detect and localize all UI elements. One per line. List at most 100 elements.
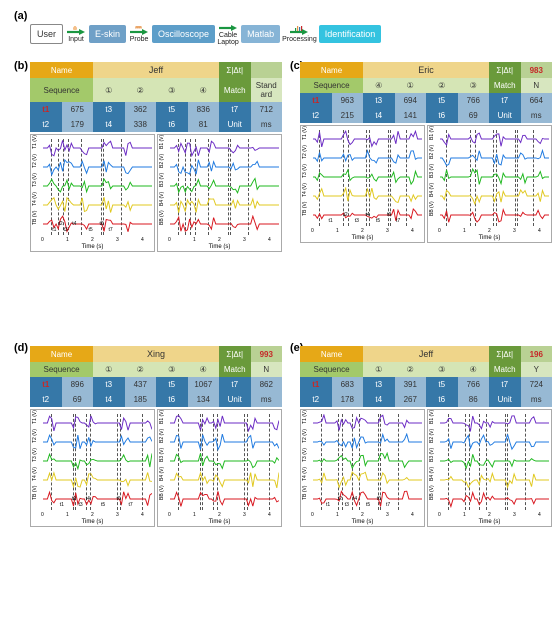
xtick: 0 (438, 512, 441, 518)
cell: Jeff (93, 62, 219, 78)
cell: 694 (395, 93, 427, 108)
trace-0 (313, 130, 422, 148)
cell: t1 (30, 102, 62, 117)
ylabel: T3 (V) (32, 173, 38, 187)
trace-4 (170, 490, 279, 508)
cell: ④ (363, 78, 395, 93)
xlabel: Time (s) (31, 519, 154, 525)
ylabel: T1 (V) (32, 135, 38, 149)
ylabel: B3 (V) (159, 173, 165, 187)
ylabel: B2 (V) (429, 429, 435, 443)
cell: Unit (489, 392, 521, 407)
flow-arrow-3: Processing (282, 26, 317, 43)
xlabel: Time (s) (301, 235, 424, 241)
cell: 1067 (188, 377, 220, 392)
ylabel: T1 (V) (302, 126, 308, 140)
cell: t2 (300, 108, 332, 123)
cell: 362 (125, 102, 157, 117)
trace-1 (43, 158, 152, 176)
t-label: t4 (353, 496, 357, 502)
t-label: t7 (109, 227, 113, 233)
trace-3 (170, 196, 279, 214)
t-label: t2 (338, 496, 342, 502)
xtick: 2 (91, 512, 94, 518)
xtick: 4 (268, 237, 271, 243)
trace-2 (313, 452, 422, 470)
trace-2 (440, 452, 549, 470)
cell: 86 (458, 392, 490, 407)
xtick: 3 (513, 228, 516, 234)
ylabel: B1 (V) (429, 410, 435, 424)
xtick: 3 (243, 512, 246, 518)
cell: t2 (300, 392, 332, 407)
cell: ③ (156, 78, 188, 102)
xtick: 0 (311, 512, 314, 518)
trace-1 (43, 433, 152, 451)
xlabel: Time (s) (158, 244, 281, 250)
cell: t5 (156, 377, 188, 392)
cell: ③ (426, 362, 458, 377)
ylabel: T3 (V) (302, 164, 308, 178)
t-label: t7 (129, 502, 133, 508)
xtick: 2 (361, 512, 364, 518)
cell: 766 (458, 377, 490, 392)
cell: 862 (251, 377, 283, 392)
t-label: t6 (117, 496, 121, 502)
t-label: t3 (64, 227, 68, 233)
ylabel: BB (V) (429, 201, 435, 216)
cell: Sequence (30, 78, 93, 102)
ylabel: B1 (V) (429, 126, 435, 140)
flow-box-e-skin: E-skin (89, 25, 126, 43)
trace-2 (170, 452, 279, 470)
t-label: t5 (366, 502, 370, 508)
cell: t3 (93, 102, 125, 117)
xlabel: Time (s) (428, 235, 551, 241)
xtick: 4 (141, 512, 144, 518)
cell: Match (219, 78, 251, 102)
cell: Σ|Δt| (489, 346, 521, 362)
chart-pair: T1 (V)T2 (V)T3 (V)T4 (V)TB (V)t1t2t3t4t5… (30, 134, 282, 252)
flow-box-oscilloscope: Oscilloscope (152, 25, 215, 43)
t-label: t3 (345, 502, 349, 508)
data-table: NameXingΣ|Δt|993Sequence①②③④MatchNt1896t… (30, 346, 282, 407)
cell: Unit (219, 392, 251, 407)
trace-3 (440, 471, 549, 489)
cell: 983 (521, 62, 553, 78)
cell: 196 (521, 346, 553, 362)
t-label: t1 (329, 218, 333, 224)
chart-0: T1 (V)T2 (V)T3 (V)T4 (V)TB (V)t1t2t3t4t5… (300, 125, 425, 243)
cell: 437 (125, 377, 157, 392)
t-label: t5 (376, 218, 380, 224)
cell: Σ|Δt| (219, 62, 251, 78)
xtick: 4 (538, 512, 541, 518)
ylabel: TB (V) (302, 486, 308, 500)
ylabel: B3 (V) (429, 164, 435, 178)
ylabel: T2 (V) (32, 154, 38, 168)
cell: Jeff (363, 346, 489, 362)
trace-4 (170, 215, 279, 233)
cell: t5 (156, 102, 188, 117)
cell: 185 (125, 392, 157, 407)
xtick: 3 (386, 512, 389, 518)
cell: 141 (395, 108, 427, 123)
cell: 896 (62, 377, 94, 392)
cell: 712 (251, 102, 283, 117)
xtick: 4 (538, 228, 541, 234)
cell: ms (251, 392, 283, 407)
cell: Sequence (30, 362, 93, 377)
trace-2 (313, 168, 422, 186)
t-label: t6 (377, 496, 381, 502)
cell: t6 (156, 392, 188, 407)
cell: t1 (30, 377, 62, 392)
cell: Match (489, 362, 521, 377)
ylabel: B3 (V) (159, 448, 165, 462)
cell: 179 (62, 117, 94, 132)
ylabel: T4 (V) (302, 183, 308, 197)
cell: t2 (30, 392, 62, 407)
cell: t3 (363, 377, 395, 392)
xtick: 0 (41, 237, 44, 243)
subfig-b-label: (b) (14, 60, 28, 72)
trace-2 (170, 177, 279, 195)
trace-2 (43, 177, 152, 195)
xtick: 4 (411, 228, 414, 234)
